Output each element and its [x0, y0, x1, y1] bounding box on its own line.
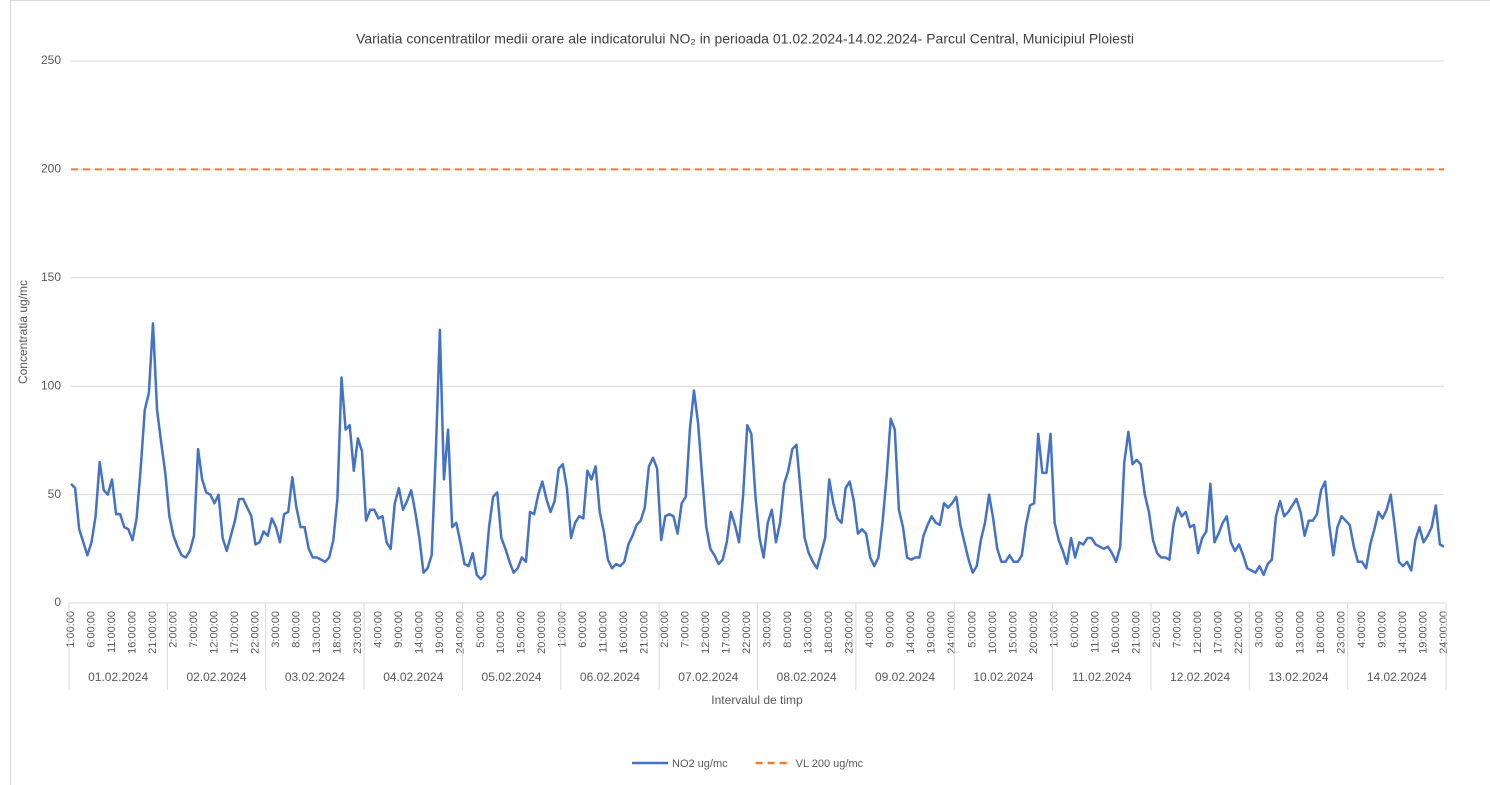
y-tick-label: 0 [54, 595, 61, 609]
x-tick-label: 7:00:00 [188, 611, 200, 648]
x-tick-label: 14:00:00 [905, 611, 917, 654]
y-tick-label: 100 [41, 378, 61, 392]
group-label: 09.02.2024 [875, 670, 935, 684]
y-tick-label: 150 [41, 270, 61, 284]
x-tick-label: 21:00:00 [1131, 611, 1143, 654]
group-label: 03.02.2024 [285, 670, 345, 684]
x-tick-label: 6:00:00 [1069, 611, 1081, 648]
x-tick-label: 1:00:00 [557, 611, 569, 648]
x-tick-label: 11:00:00 [598, 611, 610, 653]
x-tick-label: 16:00:00 [1110, 611, 1122, 654]
y-axis-title: Concentratia ug/mc [16, 280, 30, 384]
x-tick-label: 14:00:00 [413, 611, 425, 654]
x-tick-label: 24:00:00 [454, 611, 466, 654]
x-tick-label: 4:00:00 [372, 611, 384, 648]
legend-label: VL 200 ug/mc [796, 758, 864, 770]
legend-label: NO2 ug/mc [672, 758, 728, 770]
group-label: 07.02.2024 [678, 670, 738, 684]
x-tick-label: 21:00:00 [147, 611, 159, 654]
x-tick-label: 12:00:00 [700, 611, 712, 654]
chart-border [10, 0, 1490, 785]
x-tick-label: 15:00:00 [1008, 611, 1020, 654]
group-label: 10.02.2024 [973, 670, 1033, 684]
x-tick-label: 22:00:00 [741, 611, 753, 654]
x-tick-label: 11:00:00 [106, 611, 118, 653]
x-tick-label: 9:00:00 [393, 611, 405, 648]
x-tick-label: 12:00:00 [1192, 611, 1204, 654]
x-tick-label: 5:00:00 [475, 611, 487, 648]
x-tick-label: 18:00:00 [331, 611, 343, 654]
x-tick-label: 18:00:00 [823, 611, 835, 654]
x-tick-label: 16:00:00 [618, 611, 630, 654]
x-tick-label: 16:00:00 [126, 611, 138, 654]
x-tick-label: 10:00:00 [987, 611, 999, 654]
x-tick-label: 3:00:00 [762, 611, 774, 648]
x-tick-label: 19:00:00 [1417, 611, 1429, 654]
x-tick-label: 23:00:00 [1335, 611, 1347, 654]
x-tick-label: 15:00:00 [516, 611, 528, 654]
x-tick-label: 8:00:00 [1274, 611, 1286, 648]
x-tick-label: 21:00:00 [639, 611, 651, 654]
data-line [70, 322, 1445, 581]
x-tick-label: 12:00:00 [208, 611, 220, 654]
x-tick-label: 5:00:00 [967, 611, 979, 648]
group-label: 01.02.2024 [88, 670, 148, 684]
group-label: 02.02.2024 [186, 670, 246, 684]
x-tick-label: 3:00:00 [1253, 611, 1265, 648]
x-tick-label: 4:00:00 [864, 611, 876, 648]
x-tick-label: 7:00:00 [680, 611, 692, 648]
group-label: 11.02.2024 [1072, 670, 1131, 684]
x-tick-label: 22:00:00 [249, 611, 261, 654]
x-tick-label: 17:00:00 [721, 611, 733, 654]
group-label: 04.02.2024 [383, 670, 443, 684]
x-tick-label: 19:00:00 [434, 611, 446, 654]
y-tick-label: 200 [41, 162, 61, 176]
group-label: 08.02.2024 [777, 670, 837, 684]
group-label: 14.02.2024 [1367, 670, 1427, 684]
x-tick-label: 17:00:00 [229, 611, 241, 654]
x-tick-label: 4:00:00 [1356, 611, 1368, 648]
x-tick-label: 17:00:00 [1212, 611, 1224, 654]
group-label: 05.02.2024 [482, 670, 542, 684]
x-tick-label: 9:00:00 [885, 611, 897, 648]
x-tick-label: 8:00:00 [782, 611, 794, 648]
x-tick-label: 3:00:00 [270, 611, 282, 648]
x-tick-label: 23:00:00 [352, 611, 364, 654]
x-tick-label: 24:00:00 [946, 611, 958, 654]
x-tick-label: 7:00:00 [1172, 611, 1184, 648]
x-tick-label: 2:00:00 [659, 611, 671, 648]
x-tick-label: 13:00:00 [1294, 611, 1306, 654]
x-tick-label: 9:00:00 [1376, 611, 1388, 648]
x-tick-label: 19:00:00 [926, 611, 938, 654]
x-tick-label: 18:00:00 [1315, 611, 1327, 654]
y-tick-label: 250 [41, 53, 61, 67]
x-tick-label: 8:00:00 [290, 611, 302, 648]
x-tick-label: 20:00:00 [1028, 611, 1040, 654]
group-label: 12.02.2024 [1170, 670, 1230, 684]
x-tick-label: 6:00:00 [85, 611, 97, 648]
x-tick-label: 20:00:00 [536, 611, 548, 654]
x-tick-label: 13:00:00 [803, 611, 815, 654]
x-tick-label: 1:00:00 [1049, 611, 1061, 648]
y-tick-label: 50 [48, 487, 62, 501]
x-tick-label: 10:00:00 [495, 611, 507, 654]
chart-title: Variatia concentratilor medii orare ale … [356, 31, 1134, 47]
x-tick-label: 24:00:00 [1438, 611, 1450, 654]
x-tick-label: 14:00:00 [1397, 611, 1409, 654]
x-tick-label: 2:00:00 [1151, 611, 1163, 648]
x-tick-label: 23:00:00 [844, 611, 856, 654]
x-tick-label: 13:00:00 [311, 611, 323, 654]
x-tick-label: 1:00:00 [65, 611, 77, 648]
x-tick-label: 22:00:00 [1233, 611, 1245, 654]
group-label: 06.02.2024 [580, 670, 640, 684]
x-tick-label: 2:00:00 [167, 611, 179, 648]
group-label: 13.02.2024 [1268, 670, 1328, 684]
x-tick-label: 11:00:00 [1090, 611, 1102, 653]
x-tick-label: 6:00:00 [577, 611, 589, 648]
x-axis-title: Intervalul de timp [711, 693, 803, 707]
